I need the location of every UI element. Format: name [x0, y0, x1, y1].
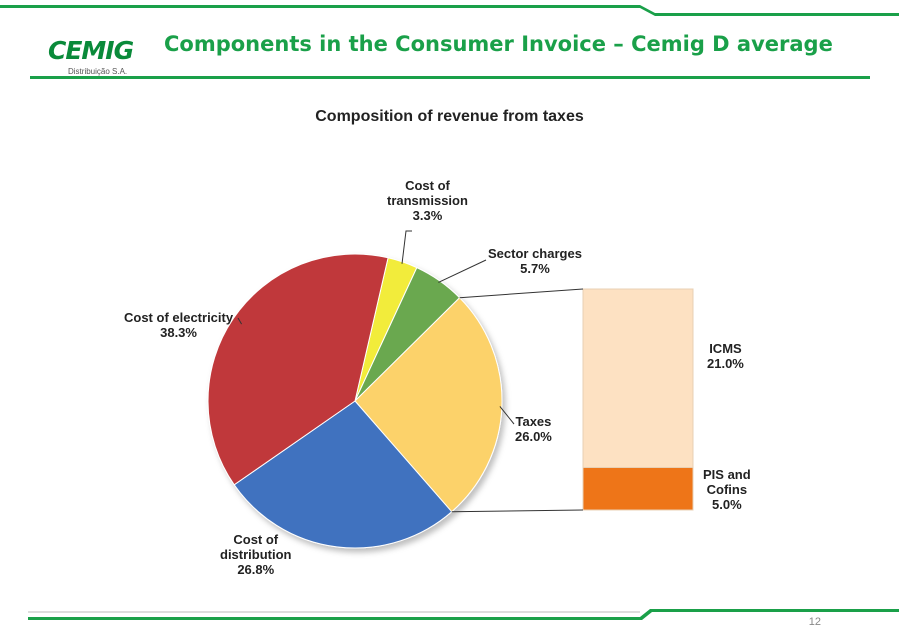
pie-slice-taxes — [354, 297, 503, 513]
header-band — [0, 5, 899, 16]
leader-taxes — [499, 406, 515, 425]
bar-segment-icms — [582, 288, 694, 468]
connector-bottom — [451, 509, 584, 513]
title-rule — [30, 76, 870, 79]
leader-sector-charges — [438, 259, 487, 283]
segment-label-icms: ICMS 21.0% — [707, 341, 744, 371]
footer-band — [28, 609, 899, 620]
slice-label-transmission: Cost of transmission 3.3% — [387, 178, 468, 223]
chart-title: Composition of revenue from taxes — [315, 108, 584, 125]
leader-electricity — [237, 317, 243, 325]
slice-label-taxes: Taxes 26.0% — [515, 414, 552, 444]
leader-lines — [237, 230, 584, 513]
pie-slice-cost-of-distribution — [233, 400, 453, 549]
cemig-logo: CEMIG Distribuição S.A. — [44, 36, 164, 84]
leader-transmission — [401, 230, 412, 264]
slice-label-sector-charges: Sector charges 5.7% — [488, 246, 582, 276]
breakdown-bar — [582, 288, 694, 511]
page-title: Components in the Consumer Invoice – Cem… — [164, 32, 833, 56]
page-number: 12 — [808, 616, 821, 628]
bar-segment-pis-and-cofins — [582, 467, 694, 511]
slice-label-electricity: Cost of electricity 38.3% — [124, 310, 234, 340]
logo-wordmark: CEMIG — [48, 36, 134, 65]
pie-slice-cost-of-electricity — [207, 253, 389, 486]
slice-label-distribution: Cost of distribution 26.8% — [220, 532, 292, 577]
pie-chart — [207, 253, 503, 549]
segment-label-pis-cofins: PIS and Cofins 5.0% — [703, 467, 751, 512]
connector-top — [459, 288, 584, 299]
logo-subtext: Distribuição S.A. — [68, 67, 128, 76]
